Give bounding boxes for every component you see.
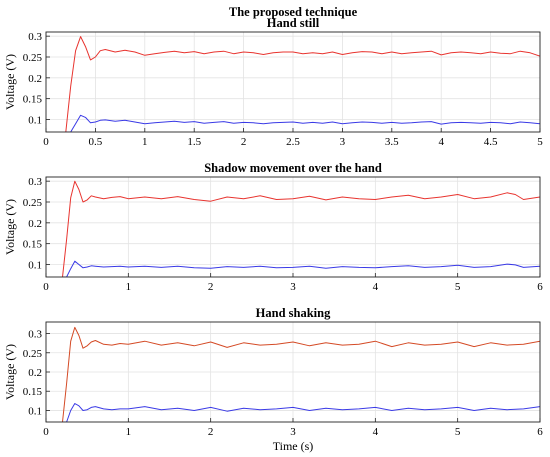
panel-hand-still: 0 0.5 1 1.5 2 2.5 3 3.5 4 4.5 5 0.1 0.15 0.2 0.25 0.3 Ha… (3, 16, 543, 148)
y-tick-label: 0.25 (23, 52, 43, 64)
x-tick-label: 2 (208, 281, 214, 293)
y-tick-label: 0.2 (28, 367, 42, 379)
y-tick-label: 0.25 (23, 197, 43, 209)
x-tick-label: 4 (373, 426, 379, 438)
y-tick-label: 0.1 (28, 405, 42, 417)
x-tick-label: 2 (208, 426, 214, 438)
x-tick-label: 1 (126, 426, 132, 438)
x-tick-label: 4.5 (484, 136, 498, 148)
x-tick-label: 6 (537, 426, 543, 438)
y-tick-label: 0.15 (23, 94, 43, 106)
y-tick-label: 0.15 (23, 386, 43, 398)
y-tick-label: 0.2 (28, 73, 42, 85)
y-tick-label: 0.3 (28, 31, 42, 43)
series-line-upper (62, 326, 540, 422)
y-axis-label: Voltage (V) (3, 344, 17, 400)
x-tick-label: 3 (290, 281, 296, 293)
x-tick-label: 0 (43, 136, 49, 148)
panel-title: Shadow movement over the hand (204, 161, 382, 175)
x-tick-label: 5 (455, 426, 461, 438)
panel-shadow-movement: 0 1 2 3 4 5 6 0.1 0.15 0.2 0.25 0.3 Shadow movement … (3, 161, 543, 293)
x-tick-label: 0.5 (89, 136, 103, 148)
axes-frame (45, 176, 541, 278)
x-tick-label: 5 (455, 281, 461, 293)
panel-title: Hand still (267, 16, 320, 30)
panel-hand-shaking: 0 1 2 3 4 5 6 0.1 0.15 0.2 0.25 0.3 Hand shaking Volt… (3, 306, 543, 453)
x-tick-label: 3 (340, 136, 346, 148)
x-tick-label: 0 (43, 281, 49, 293)
y-tick-label: 0.3 (28, 329, 42, 341)
y-tick-label: 0.15 (23, 239, 43, 251)
x-tick-label: 2.5 (286, 136, 300, 148)
axes-frame (45, 31, 541, 133)
y-tick-label: 0.25 (23, 348, 43, 360)
series-line-lower (65, 114, 540, 132)
panel-title: Hand shaking (256, 306, 331, 320)
x-tick-label: 3.5 (385, 136, 399, 148)
y-axis-label: Voltage (V) (3, 54, 17, 110)
x-tick-label: 2 (241, 136, 247, 148)
y-axis-label: Voltage (V) (3, 199, 17, 255)
series-line-upper (62, 180, 540, 277)
axes-frame (45, 321, 541, 423)
x-tick-label: 0 (43, 426, 49, 438)
y-tick-label: 0.1 (28, 260, 42, 272)
figure-suptitle: The proposed technique (229, 5, 358, 19)
y-tick-label: 0.1 (28, 115, 42, 127)
series-line-lower (62, 403, 540, 422)
y-tick-label: 0.3 (28, 176, 42, 188)
x-tick-label: 1.5 (187, 136, 201, 148)
x-axis-label: Time (s) (273, 439, 314, 453)
x-tick-label: 6 (537, 281, 543, 293)
series-line-upper (65, 36, 540, 132)
x-tick-label: 4 (438, 136, 444, 148)
x-tick-label: 5 (537, 136, 543, 148)
series-line-lower (62, 260, 540, 277)
x-tick-label: 3 (290, 426, 296, 438)
y-tick-label: 0.2 (28, 218, 42, 230)
x-tick-label: 4 (373, 281, 379, 293)
x-tick-label: 1 (142, 136, 148, 148)
x-tick-label: 1 (126, 281, 132, 293)
